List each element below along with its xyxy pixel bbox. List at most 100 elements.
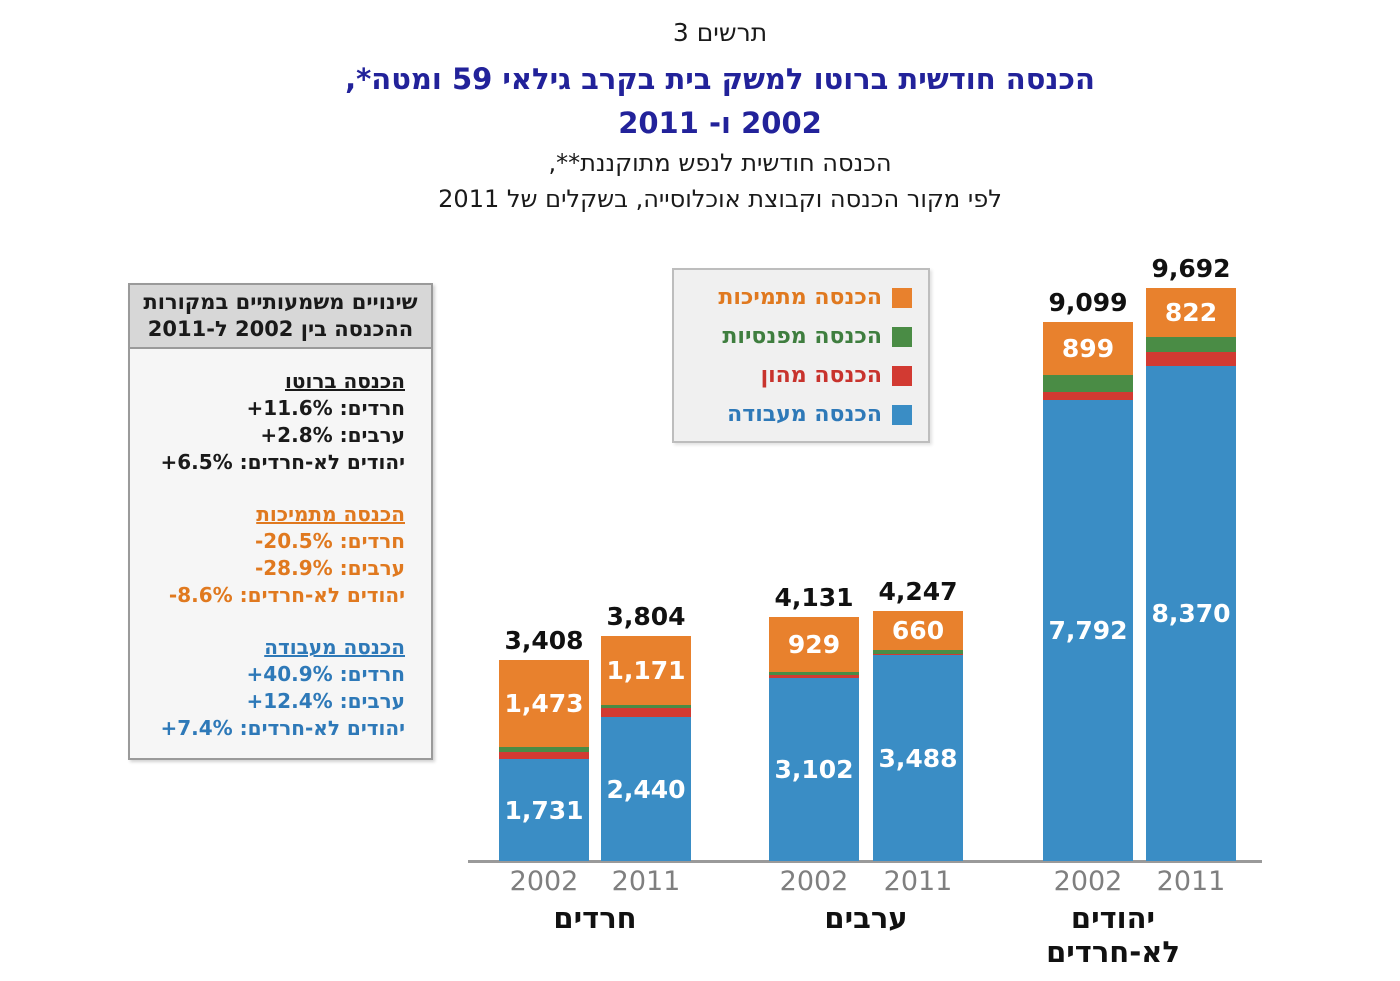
stat-value: -20.5%	[254, 529, 333, 553]
panel-section-support-income: הכנסה מתמיכות חרדים: -20.5% ערבים: -28.9…	[140, 500, 405, 609]
stat-label: חרדים:	[339, 396, 405, 420]
segment-pension	[1043, 375, 1133, 392]
bar-total-label: 4,247	[878, 577, 958, 606]
segment-work: 8,370	[1146, 366, 1236, 861]
stat-row: חרדים: +11.6%	[140, 395, 405, 422]
stat-label: ערבים:	[339, 556, 405, 580]
segment-work: 3,102	[769, 678, 859, 861]
title-block: תרשים 3 הכנסה חודשית ברוטו למשק בית בקרב…	[40, 18, 1400, 217]
segment-pension	[499, 747, 589, 752]
legend-item-pension: הכנסה מפנסיות	[690, 325, 912, 349]
bar-total-label: 3,408	[504, 626, 584, 655]
segment-value-label: 7,792	[1048, 616, 1128, 645]
legend-label-pension: הכנסה מפנסיות	[722, 324, 882, 349]
stat-row: יהודים לא-חרדים: +6.5%	[140, 449, 405, 476]
x-axis-line	[468, 860, 1262, 863]
stat-row: חרדים: -20.5%	[140, 528, 405, 555]
figure-number: תרשים 3	[672, 18, 768, 47]
segment-capital	[499, 752, 589, 759]
segment-value-label: 1,473	[504, 689, 584, 718]
bar-total-label: 9,692	[1151, 254, 1231, 283]
stat-value: -8.6%	[168, 583, 233, 607]
stacked-bar-group1-2011: 1,171 2,440	[601, 636, 691, 861]
stat-value: +11.6%	[246, 396, 333, 420]
segment-capital	[1043, 392, 1133, 400]
year-label: 2011	[611, 866, 681, 897]
section-title: הכנסה מתמיכות	[256, 502, 405, 526]
legend-swatch-support	[892, 288, 912, 308]
segment-capital	[873, 654, 963, 655]
legend-swatch-capital	[892, 366, 912, 386]
chart-legend: הכנסה מתמיכות הכנסה מפנסיות הכנסה מהון ה…	[672, 268, 930, 443]
stat-value: -28.9%	[254, 556, 333, 580]
year-label: 2011	[1156, 866, 1226, 897]
stat-row: ערבים: +2.8%	[140, 422, 405, 449]
segment-capital	[601, 708, 691, 717]
segment-value-label: 3,488	[878, 743, 958, 773]
year-label: 2002	[779, 866, 849, 897]
segment-value-label: 660	[891, 616, 945, 645]
legend-label-support: הכנסה מתמיכות	[718, 285, 882, 310]
segment-value-label: 822	[1164, 298, 1218, 327]
stat-label: יהודים לא-חרדים:	[239, 716, 405, 740]
segment-value-label: 1,731	[504, 795, 584, 825]
bar-total-label: 9,099	[1048, 288, 1128, 317]
stat-label: חרדים:	[339, 529, 405, 553]
segment-value-label: 899	[1061, 334, 1115, 363]
segment-value-label: 2,440	[606, 774, 686, 804]
segment-capital	[769, 675, 859, 678]
stat-row: חרדים: +40.9%	[140, 661, 405, 688]
stat-label: יהודים לא-חרדים:	[239, 583, 405, 607]
year-label: 2002	[509, 866, 579, 897]
stat-value: +2.8%	[260, 423, 333, 447]
segment-pension	[873, 650, 963, 654]
section-title: הכנסה ברוטו	[285, 369, 405, 393]
stat-label: ערבים:	[339, 689, 405, 713]
segment-work: 2,440	[601, 717, 691, 861]
legend-label-capital: הכנסה מהון	[760, 363, 882, 388]
segment-support: 822	[1146, 288, 1236, 337]
significant-changes-panel: שינויים משמעותיים במקורות ההכנסה בין 200…	[128, 283, 433, 760]
stacked-bar-group2-2002: 929 3,102	[769, 617, 859, 861]
chart-title-line2: 2002 ו- 2011	[618, 106, 822, 140]
legend-swatch-pension	[892, 327, 912, 347]
panel-header: שינויים משמעותיים במקורות ההכנסה בין 200…	[130, 285, 431, 349]
segment-support: 899	[1043, 322, 1133, 375]
stacked-bar-group3-2011: 822 8,370	[1146, 288, 1236, 861]
panel-section-gross-income: הכנסה ברוטו חרדים: +11.6% ערבים: +2.8% י…	[140, 367, 405, 476]
bar-total-label: 3,804	[606, 602, 686, 631]
stacked-bar-group1-2002: 1,473 1,731	[499, 660, 589, 861]
segment-work: 3,488	[873, 655, 963, 861]
stat-row: ערבים: -28.9%	[140, 555, 405, 582]
segment-support: 660	[873, 611, 963, 650]
group-label: ערבים	[824, 901, 907, 935]
segment-value-label: 3,102	[774, 755, 854, 784]
segment-value-label: 929	[787, 630, 841, 659]
segment-pension	[1146, 337, 1236, 352]
segment-pension	[601, 705, 691, 708]
stat-value: +12.4%	[246, 689, 333, 713]
panel-body: הכנסה ברוטו חרדים: +11.6% ערבים: +2.8% י…	[130, 349, 431, 758]
stat-label: חרדים:	[339, 662, 405, 686]
chart-subtitle-line1: הכנסה חודשית לנפש מתוקננת**,	[548, 149, 892, 177]
segment-pension	[769, 672, 859, 675]
panel-header-line2: ההכנסה בין 2002 ל-2011	[147, 317, 414, 341]
segment-capital	[1146, 352, 1236, 366]
group-label-line: לא-חרדים	[1046, 935, 1180, 969]
stat-value: +6.5%	[160, 450, 233, 474]
legend-item-capital: הכנסה מהון	[690, 364, 912, 388]
segment-value-label: 8,370	[1151, 599, 1231, 628]
stat-label: יהודים לא-חרדים:	[239, 450, 405, 474]
panel-section-work-income: הכנסה מעבודה חרדים: +40.9% ערבים: +12.4%…	[140, 633, 405, 742]
legend-swatch-work	[892, 405, 912, 425]
segment-support: 1,473	[499, 660, 589, 747]
stat-row: יהודים לא-חרדים: -8.6%	[140, 582, 405, 609]
legend-item-support: הכנסה מתמיכות	[690, 286, 912, 310]
segment-support: 1,171	[601, 636, 691, 705]
stacked-bar-group3-2002: 899 7,792	[1043, 322, 1133, 861]
segment-value-label: 1,171	[606, 656, 686, 685]
stat-value: +7.4%	[160, 716, 233, 740]
stat-value: +40.9%	[246, 662, 333, 686]
year-label: 2011	[883, 866, 953, 897]
